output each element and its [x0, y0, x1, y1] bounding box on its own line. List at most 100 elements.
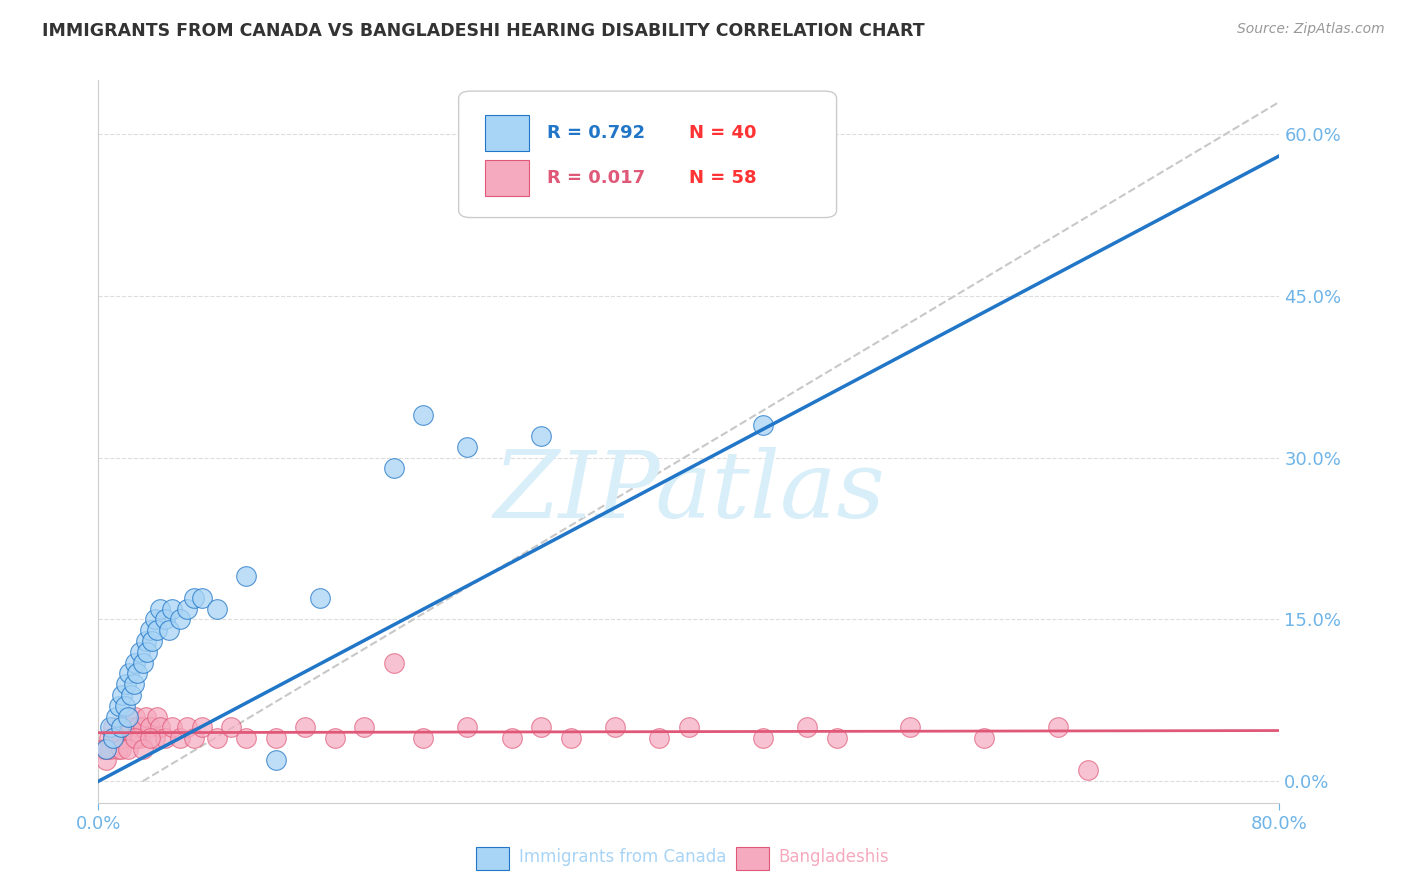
- FancyBboxPatch shape: [485, 160, 530, 196]
- Point: [176, 601, 198, 615]
- Point: [221, 720, 243, 734]
- Point: [110, 742, 132, 756]
- Point: [141, 634, 163, 648]
- Point: [105, 731, 128, 745]
- Point: [98, 720, 121, 734]
- Point: [309, 591, 332, 605]
- Point: [105, 709, 128, 723]
- Point: [752, 418, 775, 433]
- Point: [457, 720, 479, 734]
- Point: [176, 720, 198, 734]
- Point: [114, 720, 136, 734]
- Point: [120, 688, 142, 702]
- Point: [132, 742, 155, 756]
- Text: N = 58: N = 58: [689, 169, 756, 186]
- Text: R = 0.017: R = 0.017: [547, 169, 645, 186]
- Point: [122, 731, 145, 745]
- Point: [115, 677, 138, 691]
- Point: [191, 720, 214, 734]
- Point: [117, 742, 139, 756]
- Point: [103, 720, 125, 734]
- Point: [139, 720, 162, 734]
- Point: [169, 731, 191, 745]
- Point: [125, 666, 148, 681]
- Point: [97, 731, 120, 745]
- Point: [94, 742, 117, 756]
- Point: [149, 720, 172, 734]
- Point: [153, 731, 176, 745]
- Point: [94, 753, 117, 767]
- Point: [143, 612, 166, 626]
- Point: [205, 601, 228, 615]
- Point: [457, 440, 479, 454]
- Point: [111, 688, 134, 702]
- Text: Source: ZipAtlas.com: Source: ZipAtlas.com: [1237, 22, 1385, 37]
- Text: IMMIGRANTS FROM CANADA VS BANGLADESHI HEARING DISABILITY CORRELATION CHART: IMMIGRANTS FROM CANADA VS BANGLADESHI HE…: [42, 22, 925, 40]
- Point: [117, 709, 139, 723]
- Point: [752, 731, 775, 745]
- Point: [107, 742, 129, 756]
- Point: [825, 731, 848, 745]
- Point: [183, 591, 205, 605]
- Point: [98, 742, 121, 756]
- Point: [117, 709, 139, 723]
- Point: [124, 731, 146, 745]
- Point: [120, 720, 142, 734]
- FancyBboxPatch shape: [485, 115, 530, 151]
- Point: [323, 731, 346, 745]
- Point: [103, 731, 125, 745]
- Point: [91, 742, 114, 756]
- Point: [235, 569, 257, 583]
- Point: [94, 742, 117, 756]
- Point: [135, 709, 157, 723]
- Point: [118, 666, 141, 681]
- Point: [153, 612, 176, 626]
- Point: [136, 645, 159, 659]
- Point: [162, 720, 183, 734]
- Point: [124, 656, 146, 670]
- Point: [183, 731, 205, 745]
- Point: [114, 698, 136, 713]
- Point: [294, 720, 316, 734]
- FancyBboxPatch shape: [458, 91, 837, 218]
- Point: [264, 731, 287, 745]
- Point: [1077, 764, 1099, 778]
- Point: [110, 720, 132, 734]
- Text: Bangladeshis: Bangladeshis: [779, 848, 890, 866]
- Point: [110, 720, 132, 734]
- Point: [678, 720, 700, 734]
- Point: [1046, 720, 1070, 734]
- Point: [648, 731, 671, 745]
- Point: [146, 624, 169, 638]
- Point: [382, 656, 405, 670]
- Point: [127, 720, 149, 734]
- Point: [111, 731, 134, 745]
- Point: [149, 601, 172, 615]
- Point: [146, 709, 169, 723]
- Point: [162, 601, 183, 615]
- Point: [530, 720, 553, 734]
- FancyBboxPatch shape: [477, 847, 509, 870]
- Point: [382, 461, 405, 475]
- Point: [139, 731, 162, 745]
- Point: [353, 720, 375, 734]
- Point: [135, 634, 157, 648]
- Text: Immigrants from Canada: Immigrants from Canada: [519, 848, 727, 866]
- Point: [128, 645, 150, 659]
- Point: [103, 731, 125, 745]
- Point: [412, 408, 434, 422]
- Point: [132, 720, 155, 734]
- Text: N = 40: N = 40: [689, 124, 756, 142]
- Point: [139, 624, 162, 638]
- Point: [796, 720, 818, 734]
- Text: R = 0.792: R = 0.792: [547, 124, 645, 142]
- Point: [501, 731, 523, 745]
- Point: [122, 677, 145, 691]
- Point: [157, 624, 180, 638]
- Point: [143, 731, 166, 745]
- Point: [900, 720, 922, 734]
- Text: ZIPatlas: ZIPatlas: [494, 447, 884, 537]
- Point: [108, 698, 131, 713]
- Point: [264, 753, 287, 767]
- Point: [412, 731, 434, 745]
